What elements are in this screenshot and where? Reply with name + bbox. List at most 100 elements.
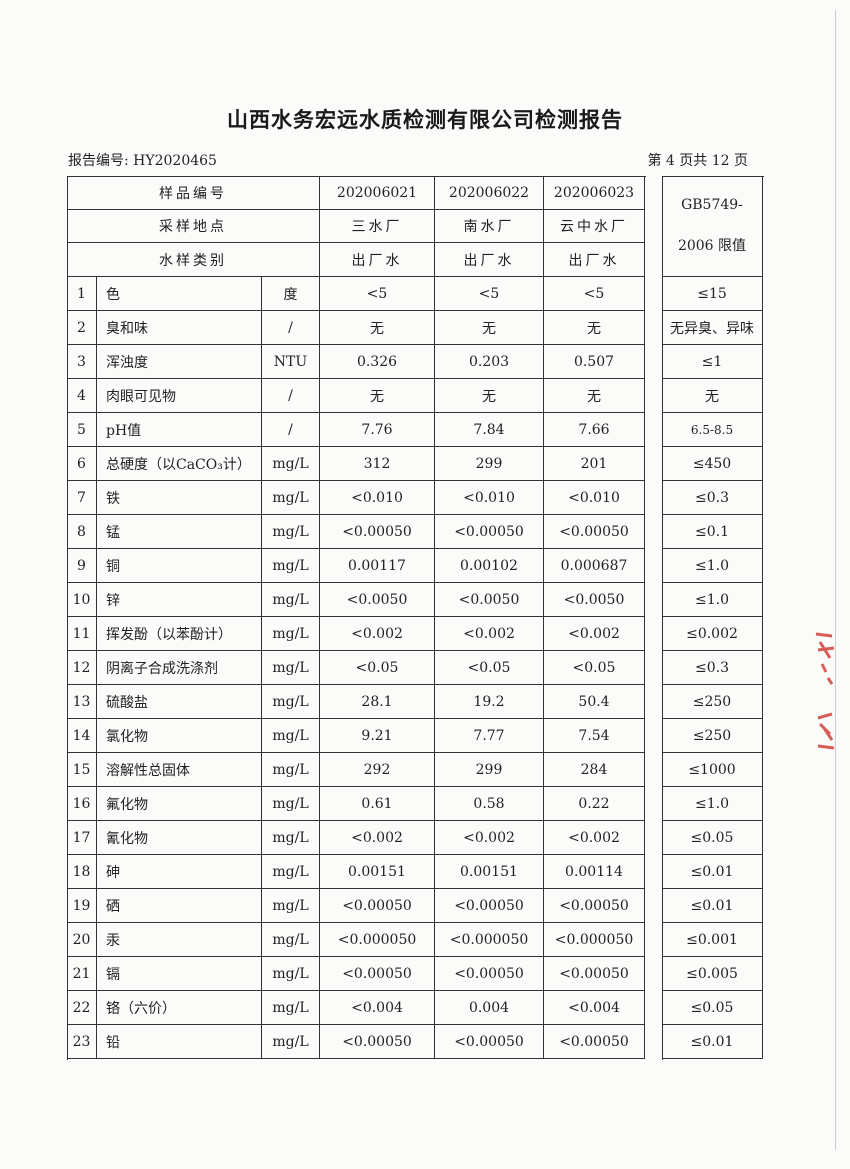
row-number: 7 (67, 481, 97, 515)
row-value: 无 (320, 379, 435, 413)
row-item: 氰化物 (97, 821, 262, 855)
header-sample-id: 202006021 (320, 176, 435, 210)
row-number: 4 (67, 379, 97, 413)
row-unit: NTU (262, 345, 320, 379)
row-limit: ≤15 (662, 277, 763, 311)
row-value: 无 (435, 379, 544, 413)
row-unit: mg/L (262, 583, 320, 617)
row-unit: mg/L (262, 821, 320, 855)
row-limit: ≤1.0 (662, 583, 763, 617)
row-limit: ≤0.005 (662, 957, 763, 991)
row-number: 9 (67, 549, 97, 583)
row-value: <0.002 (435, 617, 544, 651)
row-value: <0.002 (435, 821, 544, 855)
row-value: 312 (320, 447, 435, 481)
row-item: 铅 (97, 1025, 262, 1059)
row-number: 13 (67, 685, 97, 719)
row-number: 22 (67, 991, 97, 1025)
row-item: 锰 (97, 515, 262, 549)
row-number: 17 (67, 821, 97, 855)
row-limit: ≤0.3 (662, 481, 763, 515)
row-value: <0.002 (544, 821, 645, 855)
row-item: 总硬度（以CaCO₃计） (97, 447, 262, 481)
header-sample-id: 202006022 (435, 176, 544, 210)
row-limit: ≤250 (662, 719, 763, 753)
row-value: <0.00050 (435, 515, 544, 549)
row-value: 292 (320, 753, 435, 787)
row-item: 砷 (97, 855, 262, 889)
row-item: 硫酸盐 (97, 685, 262, 719)
row-value: 28.1 (320, 685, 435, 719)
row-limit: ≤0.05 (662, 991, 763, 1025)
row-limit: ≤0.01 (662, 1025, 763, 1059)
row-unit: mg/L (262, 855, 320, 889)
row-value: 299 (435, 447, 544, 481)
row-unit: mg/L (262, 889, 320, 923)
row-value: <0.05 (544, 651, 645, 685)
row-value: 7.77 (435, 719, 544, 753)
row-unit: / (262, 311, 320, 345)
row-unit: 度 (262, 277, 320, 311)
row-value: <0.00050 (544, 1025, 645, 1059)
row-number: 12 (67, 651, 97, 685)
row-value: 19.2 (435, 685, 544, 719)
row-item: 浑浊度 (97, 345, 262, 379)
row-limit: ≤0.05 (662, 821, 763, 855)
row-value: <0.004 (544, 991, 645, 1025)
header-label: 样品编号 (67, 176, 320, 210)
row-number: 8 (67, 515, 97, 549)
row-number: 14 (67, 719, 97, 753)
row-number: 10 (67, 583, 97, 617)
header-sample-location: 南水厂 (435, 210, 544, 243)
row-value: <0.000050 (544, 923, 645, 957)
row-item: 铬（六价） (97, 991, 262, 1025)
row-limit: ≤0.001 (662, 923, 763, 957)
row-value: 7.76 (320, 413, 435, 447)
row-value: 7.84 (435, 413, 544, 447)
row-unit: mg/L (262, 481, 320, 515)
header-sample-type: 出厂水 (320, 243, 435, 277)
row-unit: mg/L (262, 651, 320, 685)
scan-edge (835, 10, 836, 1150)
row-value: 无 (320, 311, 435, 345)
row-value: 0.00117 (320, 549, 435, 583)
row-number: 15 (67, 753, 97, 787)
limit-header-label: 2006 限值 (677, 238, 747, 254)
row-unit: mg/L (262, 685, 320, 719)
row-limit: ≤0.01 (662, 889, 763, 923)
header-sample-type: 出厂水 (435, 243, 544, 277)
row-value: 50.4 (544, 685, 645, 719)
row-value: <0.00050 (320, 1025, 435, 1059)
row-limit: ≤450 (662, 447, 763, 481)
table-frame (67, 176, 646, 1060)
row-value: 0.00102 (435, 549, 544, 583)
row-item: 镉 (97, 957, 262, 991)
limit-header-label: GB5749- (681, 197, 743, 213)
row-value: 无 (435, 311, 544, 345)
row-value: <0.000050 (320, 923, 435, 957)
row-value: <0.0050 (320, 583, 435, 617)
row-value: 7.66 (544, 413, 645, 447)
row-unit: mg/L (262, 753, 320, 787)
row-value: <5 (435, 277, 544, 311)
row-value: <0.00050 (544, 515, 645, 549)
row-value: <0.05 (320, 651, 435, 685)
row-value: 0.000687 (544, 549, 645, 583)
header-label: 采样地点 (67, 210, 320, 243)
row-number: 19 (67, 889, 97, 923)
row-unit: mg/L (262, 957, 320, 991)
row-value: 0.004 (435, 991, 544, 1025)
row-limit: ≤1000 (662, 753, 763, 787)
row-value: 284 (544, 753, 645, 787)
header-sample-id: 202006023 (544, 176, 645, 210)
row-limit: ≤0.002 (662, 617, 763, 651)
row-item: 挥发酚（以苯酚计） (97, 617, 262, 651)
row-item: 阴离子合成洗涤剂 (97, 651, 262, 685)
row-item: pH值 (97, 413, 262, 447)
row-limit: ≤1.0 (662, 787, 763, 821)
row-item: 铁 (97, 481, 262, 515)
row-value: <0.004 (320, 991, 435, 1025)
row-item: 溶解性总固体 (97, 753, 262, 787)
page-info: 第 4 页共 12 页 (647, 153, 748, 169)
row-item: 臭和味 (97, 311, 262, 345)
